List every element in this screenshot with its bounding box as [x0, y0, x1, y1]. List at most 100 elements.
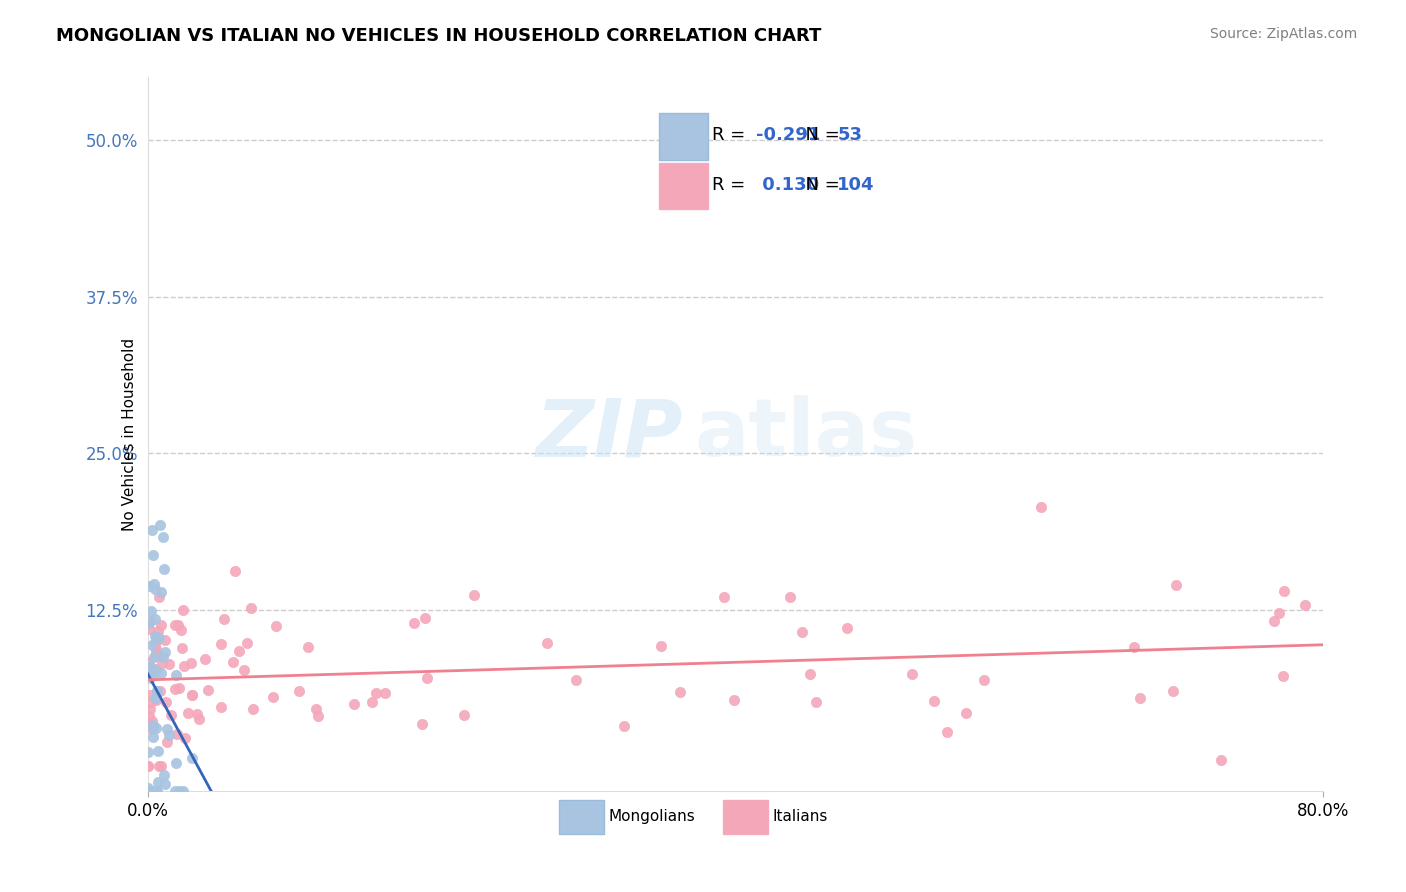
Point — [136, 759, 159, 773]
Point — [973, 673, 995, 687]
Text: atlas: atlas — [695, 395, 917, 474]
FancyBboxPatch shape — [659, 163, 709, 210]
Point — [156, 722, 179, 736]
Point — [136, 716, 159, 731]
Point — [150, 656, 173, 670]
Point — [172, 602, 194, 616]
Point — [307, 709, 329, 723]
Text: Source: ZipAtlas.com: Source: ZipAtlas.com — [1209, 27, 1357, 41]
Text: N =: N = — [794, 176, 845, 194]
Point — [149, 618, 172, 632]
Point — [799, 667, 821, 681]
Point — [141, 523, 163, 537]
Point — [165, 681, 187, 696]
Point — [411, 716, 433, 731]
Point — [364, 686, 387, 700]
Point — [453, 708, 475, 723]
Point — [416, 671, 439, 685]
Point — [222, 655, 245, 669]
FancyBboxPatch shape — [560, 800, 603, 834]
Point — [139, 695, 162, 709]
Point — [145, 722, 167, 736]
Point — [1294, 598, 1316, 612]
Point — [1031, 500, 1053, 515]
Point — [152, 768, 174, 782]
Point — [167, 784, 190, 798]
Text: N =: N = — [794, 126, 845, 144]
Y-axis label: No Vehicles in Household: No Vehicles in Household — [121, 338, 136, 531]
Point — [650, 639, 672, 653]
Point — [141, 723, 163, 737]
Point — [143, 665, 166, 680]
Point — [197, 682, 219, 697]
Point — [138, 616, 160, 631]
Point — [288, 683, 311, 698]
Point — [804, 695, 827, 709]
Point — [1268, 606, 1291, 620]
Point — [1129, 690, 1152, 705]
Point — [955, 706, 977, 721]
Point — [142, 730, 165, 744]
Point — [1209, 753, 1232, 767]
Point — [142, 548, 165, 562]
Point — [139, 689, 162, 703]
Point — [209, 637, 232, 651]
Point — [613, 719, 636, 733]
Point — [935, 724, 957, 739]
Point — [143, 582, 166, 596]
Point — [172, 784, 194, 798]
Point — [138, 622, 160, 636]
Text: Italians: Italians — [773, 809, 828, 824]
Point — [264, 619, 287, 633]
Point — [138, 660, 160, 674]
Point — [145, 641, 167, 656]
Point — [141, 714, 163, 728]
Point — [148, 632, 170, 646]
Point — [228, 644, 250, 658]
Point — [194, 651, 217, 665]
Point — [402, 615, 425, 630]
Point — [1123, 640, 1146, 654]
Point — [139, 579, 162, 593]
Point — [142, 721, 165, 735]
Point — [142, 718, 165, 732]
Point — [1272, 583, 1295, 598]
Point — [343, 697, 366, 711]
Point — [146, 684, 169, 698]
Point — [141, 638, 163, 652]
Point — [669, 685, 692, 699]
Point — [149, 684, 172, 698]
Point — [143, 576, 166, 591]
Point — [153, 777, 176, 791]
Point — [297, 640, 319, 654]
Point — [143, 637, 166, 651]
Point — [138, 784, 160, 798]
Point — [139, 671, 162, 685]
Point — [536, 636, 558, 650]
Point — [149, 665, 172, 680]
Point — [148, 775, 170, 789]
Point — [146, 744, 169, 758]
Point — [155, 645, 177, 659]
FancyBboxPatch shape — [659, 113, 709, 160]
Point — [236, 635, 259, 649]
Point — [165, 756, 187, 770]
Point — [155, 695, 177, 709]
Point — [240, 601, 263, 615]
Point — [136, 759, 159, 773]
Point — [150, 585, 173, 599]
Point — [145, 645, 167, 659]
Point — [713, 590, 735, 604]
Point — [139, 783, 162, 797]
Point — [146, 784, 169, 798]
Point — [779, 591, 801, 605]
Point — [136, 780, 159, 795]
Point — [139, 784, 162, 798]
Point — [1161, 683, 1184, 698]
Point — [212, 612, 235, 626]
Point — [138, 614, 160, 628]
Point — [305, 702, 328, 716]
Point — [173, 659, 195, 673]
Point — [186, 706, 208, 721]
Point — [165, 668, 187, 682]
